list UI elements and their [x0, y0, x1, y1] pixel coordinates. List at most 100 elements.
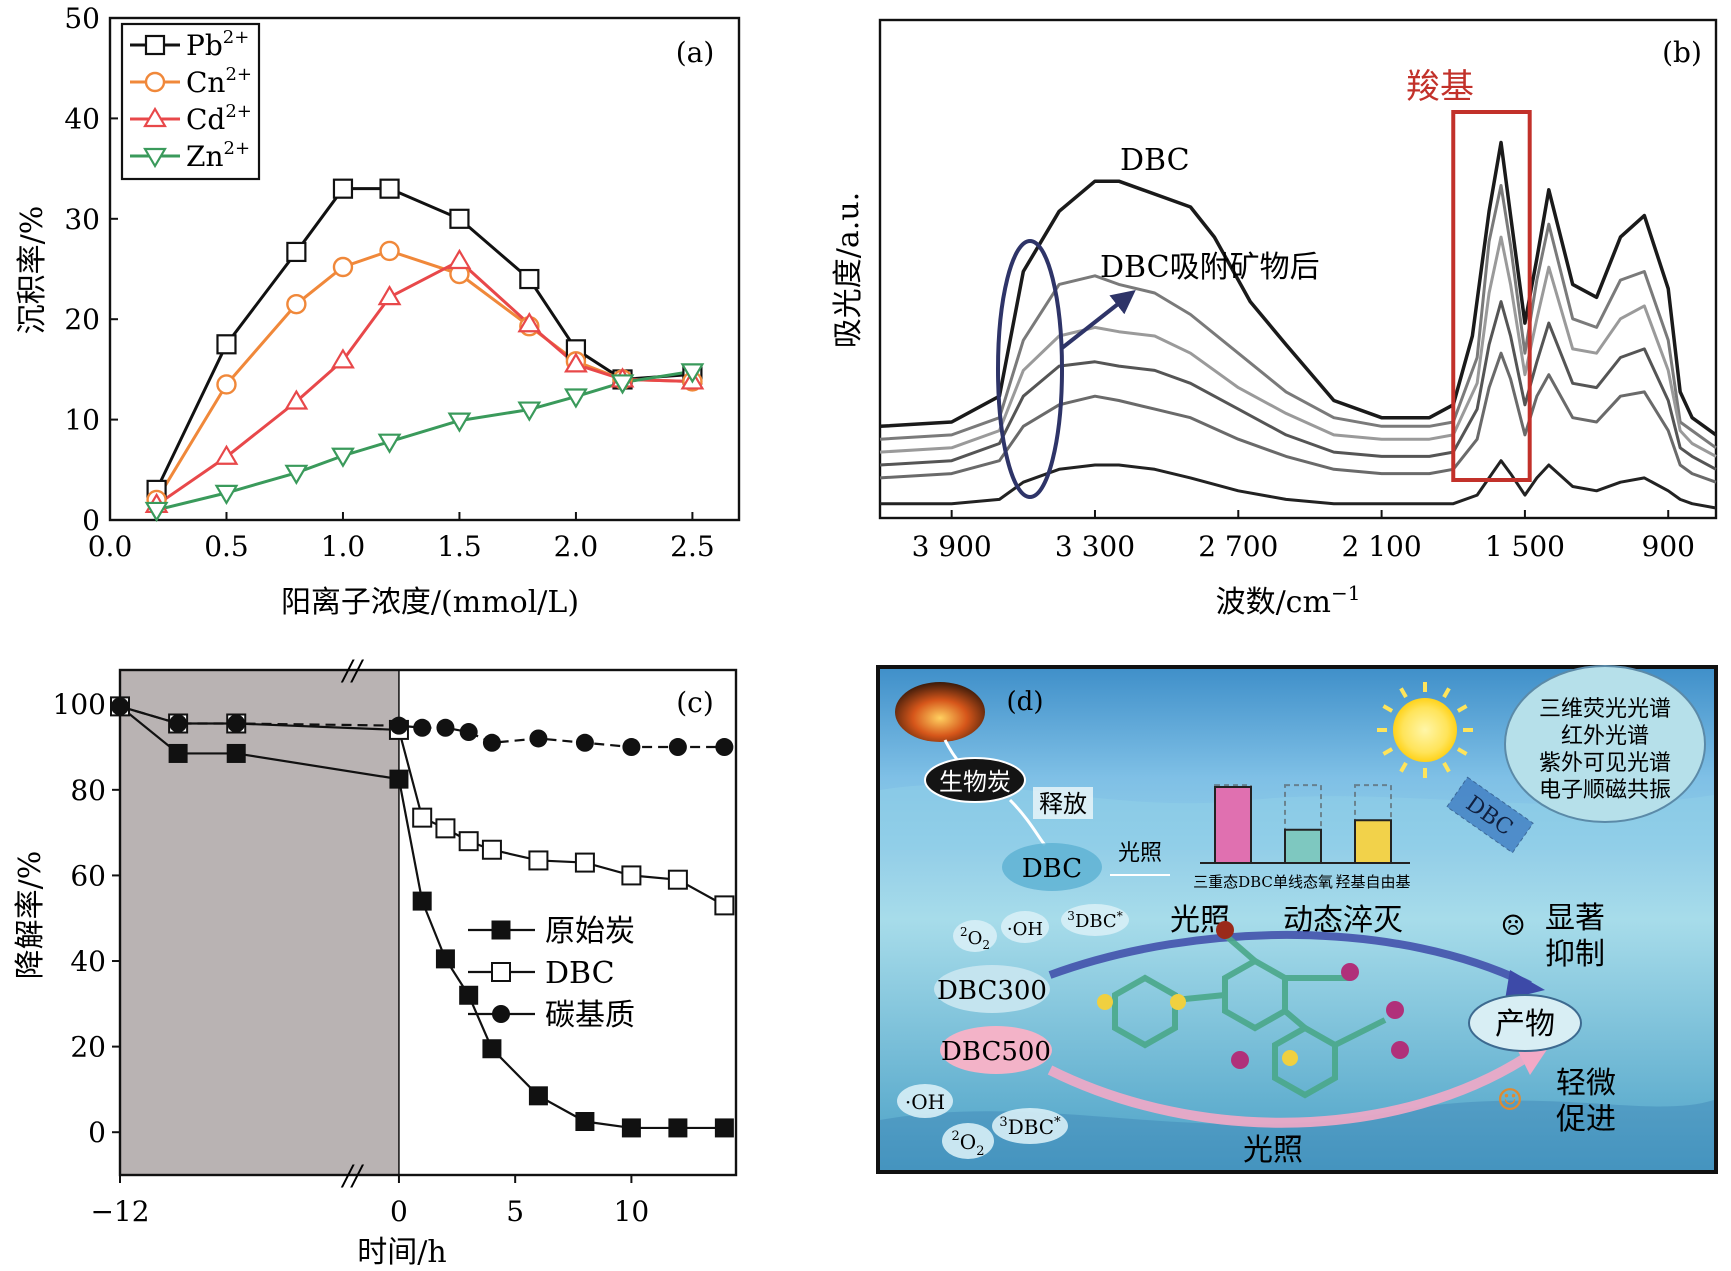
data-point [413, 718, 432, 737]
dbc300-label: DBC300 [937, 976, 1047, 1006]
panel-a-frame [108, 16, 741, 522]
data-point-zn [377, 433, 402, 454]
atom-yellow-2 [1170, 994, 1186, 1010]
tdbc-pre-top: 3 [1067, 909, 1075, 923]
bar-fill [1284, 828, 1322, 864]
light-bottom-label: 光照 [1243, 1133, 1303, 1168]
data-point-zn [331, 447, 355, 468]
legend-marker [144, 34, 166, 56]
y-tick-label: 30 [64, 203, 100, 236]
data-point-cn [216, 374, 237, 395]
data-point-cd [517, 312, 542, 333]
bar-label: 羟基自由基 [1335, 873, 1410, 891]
legend-charge: 2+ [224, 138, 251, 159]
spectrum-after-3 [879, 300, 1717, 471]
data-point-zn [447, 412, 472, 433]
series-line-cd [155, 259, 693, 507]
data-point [389, 716, 408, 735]
panel-b-x-tick-labels: 3 900 3 300 2 700 2 100 1 500 900 [912, 530, 1695, 563]
dbc500-bubble [940, 1026, 1052, 1074]
data-point [622, 738, 641, 757]
axis-break-marks: // // [340, 654, 364, 1192]
x-tick-label: 0 [390, 1195, 408, 1228]
data-point [668, 1118, 688, 1138]
smile-face-icon: ☺ [1497, 1083, 1524, 1118]
x-tick-label: 3 900 [912, 530, 992, 563]
data-point-zn [214, 484, 239, 506]
carboxyl-label: 羧基 [1406, 67, 1474, 107]
data-point [435, 818, 456, 839]
x-tick-label: 1 500 [1485, 530, 1565, 563]
sun-ray [1456, 747, 1468, 756]
significant-label: 显著 [1545, 901, 1605, 936]
x-tick-label: 2.0 [554, 530, 599, 563]
carboxyl-highlight-box [1451, 110, 1532, 482]
panel-a-ticks [109, 17, 694, 521]
data-point [481, 839, 502, 860]
panel-c-y-tick-labels: 0 20 40 60 80 100 [53, 688, 106, 1149]
panel-c-series [110, 696, 735, 1138]
data-point [575, 733, 594, 752]
x-tick-label: 0.0 [88, 530, 133, 563]
legend-charge: 2+ [225, 64, 252, 85]
data-point [436, 718, 455, 737]
data-point [529, 729, 548, 748]
panel-a-label: (a) [676, 36, 715, 69]
x-tick-label: 2 100 [1342, 530, 1422, 563]
data-point [482, 1039, 502, 1059]
release-label: 释放 [1039, 790, 1087, 818]
release-label-bg [1033, 787, 1093, 819]
o2-pre-top: 2 [960, 925, 968, 939]
panel-a-y-axis-label: 沉积率/% [15, 206, 50, 335]
reactive-species-bars: 三重态DBC 单线态氧 羟基自由基 [1193, 784, 1411, 891]
oh-region-ellipse [996, 239, 1064, 499]
y-tick-label: 10 [64, 404, 100, 437]
data-point [169, 714, 188, 733]
tdbc-bottom: DBC [1008, 1115, 1054, 1139]
legend-charge: 2+ [223, 27, 250, 48]
axis-break-mark: // [340, 654, 364, 687]
singlet-oxygen-bubble-bottom [942, 1123, 994, 1159]
tdbc-top: DBC [1075, 911, 1117, 932]
panel-c-legend: 原始炭 DBC 碳基质 [468, 914, 635, 1033]
spectrum-dbc [879, 140, 1718, 437]
tdbc-sup-bottom: * [1054, 1115, 1061, 1130]
x-axis-label-text: 波数/cm [1216, 585, 1331, 620]
promote-label: 促进 [1556, 1102, 1616, 1137]
product-label: 产物 [1495, 1007, 1555, 1042]
dbc300-bubble [934, 965, 1050, 1013]
panel-b-frame [878, 18, 1718, 520]
data-point-cn [379, 240, 400, 262]
legend-name: Zn [186, 140, 224, 173]
data-point-cn [286, 293, 307, 315]
data-point-zn [680, 363, 705, 384]
y-tick-label: 50 [64, 2, 100, 35]
panel-c-label: (c) [676, 686, 714, 719]
axis-break-mark: // [340, 1159, 364, 1192]
data-point [412, 891, 432, 911]
slight-label: 轻微 [1556, 1066, 1616, 1101]
o2-bottom: O [960, 1130, 976, 1154]
inhibit-arrow [1048, 930, 1532, 989]
singlet-oxygen-top: 2O2 [960, 925, 990, 952]
atom-magenta-2 [1386, 1001, 1404, 1019]
water-bottom [880, 1100, 1714, 1170]
legend-marker [492, 1005, 510, 1023]
data-point-zn [284, 464, 309, 485]
hydroxyl-bubble-bottom [897, 1084, 953, 1118]
bond-4 [1223, 932, 1257, 964]
sun-ray [1399, 687, 1408, 699]
y-tick-label: 40 [64, 102, 100, 135]
spectroscopy-item: 三维荧光光谱 [1539, 697, 1671, 722]
product-bubble [1468, 994, 1582, 1052]
data-point [668, 738, 687, 757]
sun-ray [1442, 687, 1451, 699]
data-point [667, 869, 688, 890]
dbc-bubble [1002, 843, 1102, 891]
data-point [714, 1118, 734, 1138]
data-point-cd [284, 389, 309, 410]
inhibit-label: 抑制 [1545, 937, 1605, 972]
x-axis-label-sup: −1 [1331, 581, 1360, 605]
